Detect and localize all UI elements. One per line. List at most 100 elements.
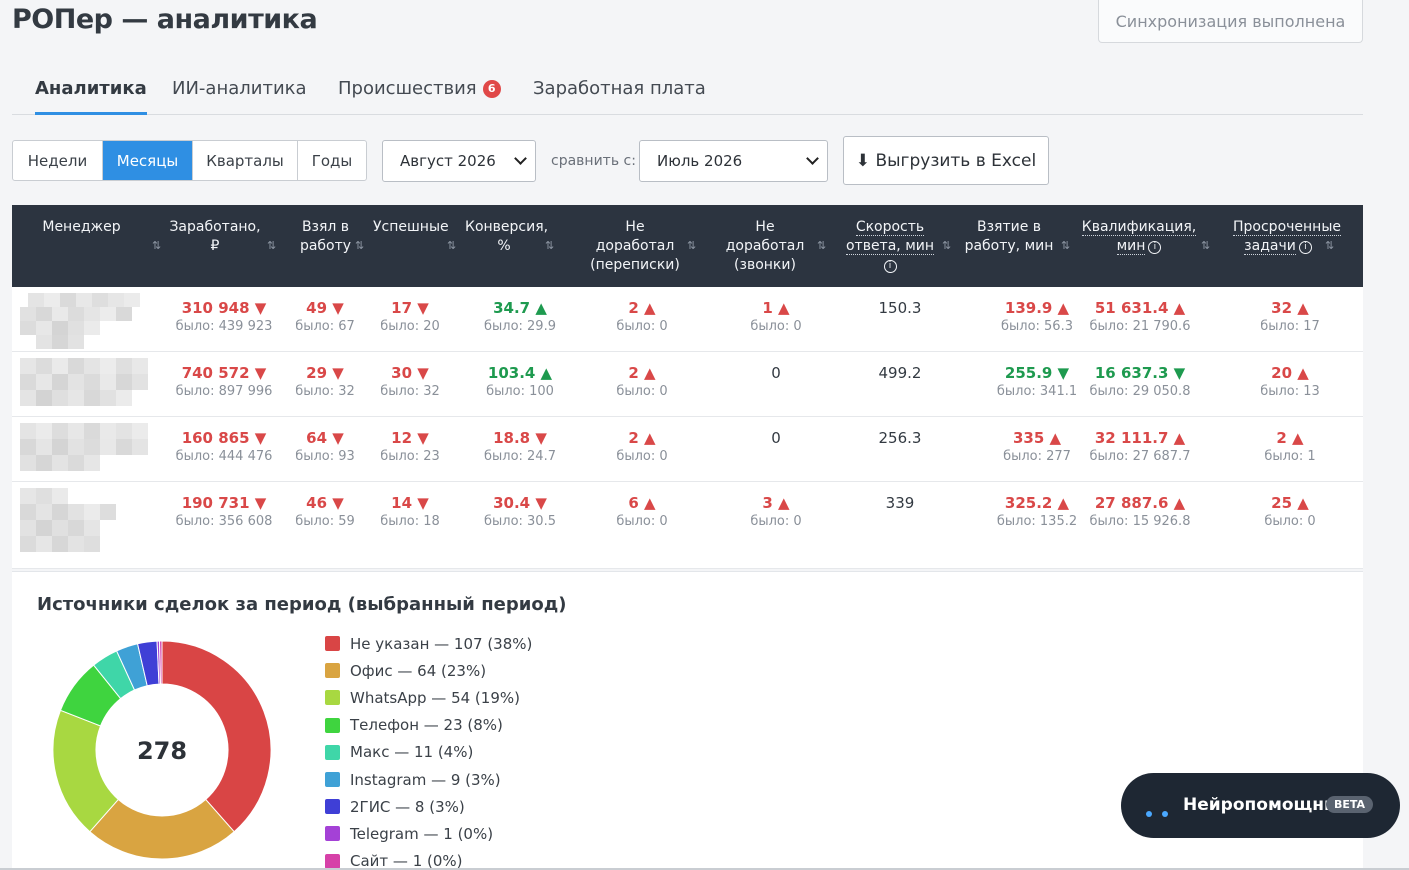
column-header-conversion[interactable]: Конверсия, % xyxy=(459,218,557,256)
table-row[interactable]: 740 572 ▼ было: 897 996 29 ▼ было: 32 30 ▼ бы… xyxy=(12,352,1363,417)
column-header-earned[interactable]: Заработано, ₽ xyxy=(159,218,279,256)
sort-icon[interactable]: ⇅ xyxy=(942,239,952,252)
legend-item[interactable]: Не указан — 107 (38%) xyxy=(325,630,532,657)
cell-value: 16 637.3 ▼ xyxy=(1094,364,1186,382)
sort-icon[interactable]: ⇅ xyxy=(152,239,162,252)
legend-item[interactable]: Сайт — 1 (0%) xyxy=(325,848,532,870)
legend-label: Telegram — 1 (0%) xyxy=(350,824,494,843)
cell-previous-value: было: 17 xyxy=(1260,319,1320,334)
column-header-label: Заработано, ₽ xyxy=(169,219,261,254)
sources-donut-chart: 278 xyxy=(52,640,272,860)
cell-response-speed: 256.3 xyxy=(840,429,960,447)
toggle-years[interactable]: Годы xyxy=(311,151,353,170)
legend-item[interactable]: Офис — 64 (23%) xyxy=(325,657,532,684)
info-icon[interactable]: i xyxy=(883,260,897,273)
cell-success: 30 ▼ было: 32 xyxy=(350,364,470,401)
legend-label: Сайт — 1 (0%) xyxy=(350,852,463,870)
cell-not-done-calls: 0 xyxy=(716,429,836,447)
sort-icon[interactable]: ⇅ xyxy=(267,239,277,252)
sort-icon[interactable]: ⇅ xyxy=(1325,239,1335,252)
cell-previous-value: было: 444 476 xyxy=(175,449,273,464)
column-header-take-time[interactable]: Взятие в работу, мин xyxy=(953,218,1073,256)
column-header-not-done-calls[interactable]: Не доработал (звонки) xyxy=(709,218,829,275)
column-header-manager[interactable]: Менеджер xyxy=(12,218,159,237)
tab-ai-analytics[interactable]: ИИ-аналитика xyxy=(172,78,307,115)
tab-salary[interactable]: Заработная плата xyxy=(533,78,706,115)
cell-value: 27 887.6 ▲ xyxy=(1094,494,1186,512)
cell-earned: 740 572 ▼ было: 897 996 xyxy=(164,364,284,401)
sort-icon[interactable]: ⇅ xyxy=(355,239,365,252)
cell-response-speed: 150.3 xyxy=(840,299,960,317)
period-select[interactable]: Август 2026 xyxy=(382,140,536,182)
cell-value: 12 ▼ xyxy=(391,429,429,447)
cell-value: 1 ▲ xyxy=(762,299,790,317)
export-excel-button[interactable]: ⬇ Выгрузить в Excel xyxy=(843,136,1049,185)
legend-label: Телефон — 23 (8%) xyxy=(350,716,503,735)
cell-previous-value: было: 0 xyxy=(616,319,668,334)
cell-taken: 29 ▼ было: 32 xyxy=(265,364,385,401)
managers-table: Менеджер Заработано, ₽ ⇅ Взял в работу ⇅ Успе… xyxy=(12,205,1363,569)
legend-label: 2ГИС — 8 (3%) xyxy=(350,797,465,816)
blurred-manager-name xyxy=(20,423,148,479)
cell-value: 310 948 ▼ xyxy=(181,299,267,317)
tab-incidents[interactable]: Происшествия 6 xyxy=(338,78,501,115)
assistant-label: Нейропомощник xyxy=(1183,795,1348,815)
cell-previous-value: было: 18 xyxy=(380,514,440,529)
period-granularity-toggle: Недели Месяцы Кварталы Годы xyxy=(12,140,367,181)
compare-select[interactable]: Июль 2026 xyxy=(639,140,828,182)
cell-value: 30.4 ▼ xyxy=(493,494,547,512)
column-header-label: Менеджер xyxy=(42,219,121,235)
panel-title: Источники сделок за период (выбранный пе… xyxy=(37,594,567,615)
cell-previous-value: было: 23 xyxy=(380,449,440,464)
legend-item[interactable]: Telegram — 1 (0%) xyxy=(325,820,532,847)
legend-item[interactable]: WhatsApp — 54 (19%) xyxy=(325,684,532,711)
neuro-assistant-button[interactable]: Нейропомощник BETA xyxy=(1121,773,1400,838)
sort-icon[interactable]: ⇅ xyxy=(817,239,827,252)
column-header-overdue-tasks[interactable]: Просроченные задачи i xyxy=(1227,218,1341,256)
column-header-response-speed[interactable]: Скорость ответа, мин i xyxy=(834,218,954,275)
cell-previous-value: было: 20 xyxy=(380,319,440,334)
toggle-quarters[interactable]: Кварталы xyxy=(193,141,298,180)
cell-conversion: 103.4 ▲ было: 100 xyxy=(460,364,580,401)
table-row[interactable]: 160 865 ▼ было: 444 476 64 ▼ было: 93 12 ▼ бы… xyxy=(12,417,1363,482)
cell-not-done-calls: 1 ▲ было: 0 xyxy=(716,299,836,336)
donut-slice[interactable] xyxy=(89,798,235,860)
cell-take-time: 325.2 ▲ было: 135.2 xyxy=(977,494,1097,531)
tab-analytics[interactable]: Аналитика xyxy=(35,78,147,115)
cell-previous-value: было: 277 xyxy=(1003,449,1071,464)
sort-icon[interactable]: ⇅ xyxy=(447,239,457,252)
donut-slice[interactable] xyxy=(161,640,272,833)
cell-qualification: 27 887.6 ▲ было: 15 926.8 xyxy=(1080,494,1200,531)
cell-take-time: 139.9 ▲ было: 56.3 xyxy=(977,299,1097,336)
cell-previous-value: было: 0 xyxy=(750,319,802,334)
column-header-success[interactable]: Успешные xyxy=(367,218,459,237)
info-icon[interactable]: i xyxy=(1298,241,1312,254)
toggle-months[interactable]: Месяцы xyxy=(103,141,193,180)
legend-item[interactable]: Instagram — 9 (3%) xyxy=(325,766,532,793)
legend-item[interactable]: Телефон — 23 (8%) xyxy=(325,712,532,739)
legend-item[interactable]: Макс — 11 (4%) xyxy=(325,739,532,766)
cell-previous-value: было: 93 xyxy=(295,449,355,464)
cell-value: 2 ▲ xyxy=(628,299,656,317)
sort-icon[interactable]: ⇅ xyxy=(1061,239,1071,252)
column-header-not-done-chats[interactable]: Не доработал (переписки) xyxy=(579,218,699,275)
column-header-label: Успешные xyxy=(373,219,449,235)
sort-icon[interactable]: ⇅ xyxy=(687,239,697,252)
table-row[interactable]: 310 948 ▼ было: 439 923 49 ▼ было: 67 17 ▼ бы… xyxy=(12,287,1363,352)
sync-status-button[interactable]: Синхронизация выполнена xyxy=(1098,0,1363,43)
cell-previous-value: было: 27 687.7 xyxy=(1089,449,1191,464)
column-header-taken[interactable]: Взял в работу xyxy=(292,218,367,256)
column-header-label: Взятие в работу, мин xyxy=(964,219,1054,254)
info-icon[interactable]: i xyxy=(1148,241,1162,254)
donut-slice[interactable] xyxy=(159,640,163,685)
column-header-qualification[interactable]: Квалификация, мин i xyxy=(1073,218,1213,256)
incidents-count-badge: 6 xyxy=(482,80,501,98)
legend-item[interactable]: 2ГИС — 8 (3%) xyxy=(325,793,532,820)
toggle-weeks[interactable]: Недели xyxy=(13,141,103,180)
blurred-manager-name xyxy=(20,488,148,552)
cell-not-done-chats: 6 ▲ было: 0 xyxy=(582,494,702,531)
sort-icon[interactable]: ⇅ xyxy=(545,239,555,252)
sort-icon[interactable]: ⇅ xyxy=(1201,239,1211,252)
cell-value: 499.2 xyxy=(878,364,922,382)
table-row[interactable]: 190 731 ▼ было: 356 608 46 ▼ было: 59 14 ▼ бы… xyxy=(12,482,1363,569)
